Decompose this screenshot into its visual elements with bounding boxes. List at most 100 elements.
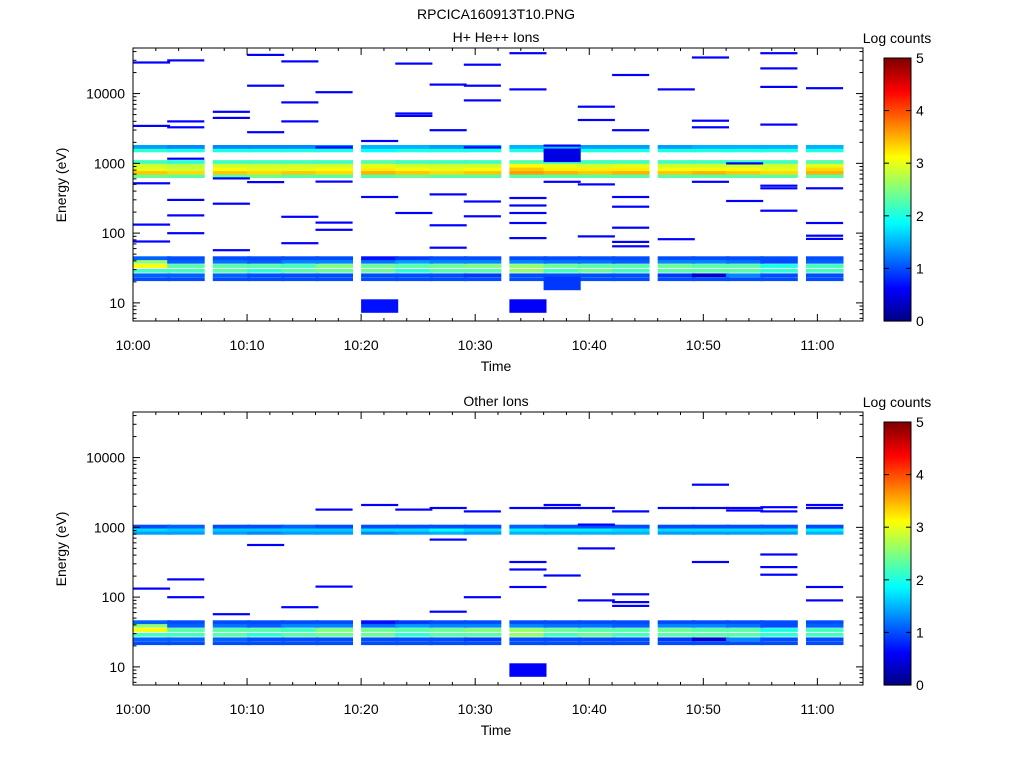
heat-cell-sparse	[463, 596, 501, 599]
colorbar-segment	[884, 669, 911, 673]
heat-cell	[612, 163, 650, 168]
heat-cell-sparse	[726, 162, 764, 165]
heat-cell	[806, 170, 844, 175]
colorbar-segment	[884, 222, 911, 226]
heat-cell	[247, 174, 285, 178]
colorbar-segment	[884, 288, 911, 291]
heat-cell	[806, 623, 844, 628]
colorbar-segment	[884, 665, 911, 669]
heat-cell-sparse	[133, 223, 171, 226]
heat-cell	[691, 637, 730, 642]
heat-cell	[463, 174, 502, 178]
heat-cell	[395, 256, 433, 261]
heat-cell-sparse	[806, 87, 844, 90]
heat-cell	[463, 170, 502, 175]
heat-cell	[167, 273, 205, 278]
colorbar-segment	[884, 579, 911, 583]
colorbar-segment	[884, 588, 911, 592]
heat-cell-sparse	[395, 114, 433, 117]
heat-cell	[281, 273, 319, 278]
heat-cell	[315, 620, 353, 625]
panel-1-colorbar-label: Log counts	[863, 30, 932, 46]
heat-cell	[657, 174, 696, 178]
heat-cell	[247, 145, 285, 149]
heat-cell	[247, 256, 285, 261]
heat-cell	[509, 632, 547, 637]
y-tick-label: 10	[109, 659, 125, 675]
colorbar-segment	[884, 614, 911, 618]
colorbar-segment	[884, 125, 911, 129]
colorbar-segment	[884, 590, 911, 594]
y-tick-label: 10000	[86, 86, 125, 102]
heat-cell	[657, 160, 696, 164]
heat-cell	[395, 145, 433, 149]
colorbar-segment	[884, 209, 911, 213]
heat-cell	[361, 637, 399, 642]
heat-cell	[726, 170, 764, 175]
heat-cell	[657, 628, 696, 632]
heat-cell-sparse	[212, 613, 250, 616]
colorbar-segment	[884, 485, 911, 489]
heat-cell	[429, 264, 468, 268]
colorbar-segment	[884, 454, 911, 458]
heat-cell	[429, 163, 468, 168]
heat-cell	[395, 160, 433, 164]
heat-cell	[361, 264, 399, 268]
heat-cell	[760, 623, 798, 628]
heat-cell	[543, 264, 582, 268]
heat-cell	[212, 530, 251, 535]
colorbar-segment	[884, 307, 911, 311]
colorbar-segment	[884, 595, 911, 598]
heat-cell-sparse	[691, 560, 729, 564]
heat-cell	[361, 268, 399, 273]
heat-cell	[463, 273, 502, 278]
heat-cell	[509, 620, 547, 625]
heat-cell	[726, 524, 764, 529]
heat-cell-sparse	[429, 224, 467, 227]
heat-cell	[726, 167, 764, 172]
heat-cell-sparse	[657, 506, 695, 510]
heat-cell	[247, 148, 285, 153]
heat-cell	[361, 623, 399, 628]
heat-cell-sparse	[691, 126, 729, 129]
heat-cell	[315, 273, 353, 278]
heat-cell	[361, 148, 399, 153]
heat-cell	[395, 632, 433, 637]
colorbar-segment	[884, 551, 911, 555]
colorbar-segment	[884, 97, 911, 101]
colorbar-segment	[884, 139, 911, 142]
heat-cell	[463, 530, 502, 535]
colorbar-segment	[884, 632, 911, 636]
heat-cell	[577, 277, 616, 282]
heat-cell	[657, 256, 696, 261]
heat-cell	[395, 170, 433, 175]
heat-cell	[509, 174, 547, 178]
heat-cell	[212, 637, 251, 642]
heat-cell-sparse	[509, 52, 547, 55]
colorbar-segment	[884, 180, 911, 184]
colorbar-segment	[884, 264, 911, 267]
heat-cell	[543, 628, 582, 632]
colorbar-segment	[884, 597, 911, 601]
heat-cell	[429, 256, 468, 261]
heat-cell-sparse	[463, 63, 501, 66]
colorbar-segment	[884, 621, 911, 625]
heat-cell-sparse	[726, 506, 764, 510]
colorbar-segment	[884, 555, 911, 559]
colorbar-segment	[884, 516, 911, 520]
heat-cell	[167, 259, 205, 264]
heat-cell	[726, 641, 764, 646]
colorbar-segment	[884, 584, 911, 587]
heat-cell	[657, 530, 696, 535]
heat-cell	[691, 256, 730, 261]
heat-cell	[281, 259, 319, 264]
heat-cell	[509, 530, 547, 535]
x-tick-label: 10:30	[458, 337, 493, 353]
heat-cell	[281, 145, 319, 149]
heat-cell	[657, 170, 696, 175]
colorbar-segment	[884, 461, 911, 465]
heat-cell	[167, 148, 205, 153]
colorbar-segment	[884, 158, 911, 162]
heat-cell-sparse	[612, 129, 650, 132]
heat-cell	[806, 273, 844, 278]
